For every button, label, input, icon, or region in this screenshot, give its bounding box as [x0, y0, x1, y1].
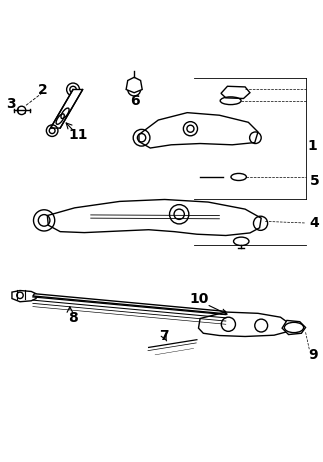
Text: 3: 3	[6, 97, 16, 111]
Text: 10: 10	[190, 292, 209, 305]
Polygon shape	[221, 86, 250, 98]
Text: 8: 8	[68, 311, 78, 325]
Polygon shape	[139, 113, 258, 148]
Polygon shape	[33, 294, 226, 314]
Polygon shape	[12, 291, 36, 302]
Text: 5: 5	[309, 174, 319, 188]
Text: 4: 4	[309, 216, 319, 230]
Text: 2: 2	[37, 84, 47, 97]
Text: 9: 9	[308, 348, 318, 363]
Text: 6: 6	[130, 94, 140, 108]
Text: 7: 7	[159, 329, 169, 343]
Polygon shape	[126, 77, 142, 93]
Polygon shape	[282, 321, 306, 334]
Text: 11: 11	[68, 128, 88, 141]
Polygon shape	[47, 200, 261, 236]
Polygon shape	[50, 90, 83, 128]
Text: 1: 1	[308, 139, 318, 153]
Polygon shape	[199, 312, 290, 336]
